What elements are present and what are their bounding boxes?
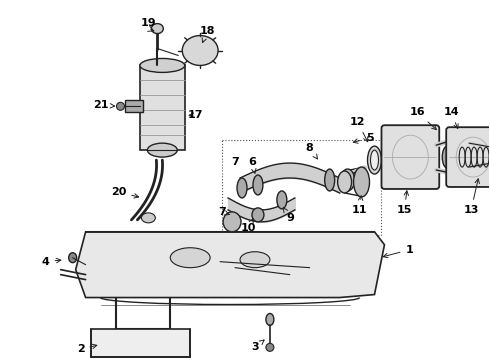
Bar — [91, 329, 190, 357]
Ellipse shape — [147, 143, 177, 157]
Polygon shape — [75, 232, 385, 298]
Bar — [141, 66, 185, 150]
Text: 2: 2 — [77, 344, 97, 354]
Text: 3: 3 — [251, 340, 264, 352]
Ellipse shape — [151, 24, 163, 33]
Ellipse shape — [237, 178, 247, 198]
Ellipse shape — [171, 248, 210, 268]
Text: 10: 10 — [240, 219, 256, 233]
FancyBboxPatch shape — [446, 127, 490, 187]
Ellipse shape — [240, 252, 270, 268]
Ellipse shape — [69, 253, 76, 263]
Ellipse shape — [277, 191, 287, 209]
Text: 19: 19 — [141, 18, 156, 28]
Ellipse shape — [354, 167, 369, 197]
Ellipse shape — [182, 36, 218, 66]
Text: 16: 16 — [410, 107, 437, 130]
Text: 18: 18 — [199, 26, 215, 42]
Ellipse shape — [252, 208, 264, 222]
Text: 7: 7 — [218, 207, 229, 217]
Text: 5: 5 — [353, 133, 373, 143]
Bar — [125, 100, 144, 112]
Ellipse shape — [370, 150, 378, 170]
Ellipse shape — [117, 102, 124, 110]
Text: 15: 15 — [397, 191, 412, 215]
Text: 11: 11 — [352, 196, 368, 215]
Text: 9: 9 — [283, 208, 294, 223]
Bar — [222, 140, 382, 235]
Text: 4: 4 — [42, 257, 61, 267]
Text: 21: 21 — [93, 100, 115, 110]
Text: 6: 6 — [248, 157, 256, 173]
Ellipse shape — [442, 146, 452, 168]
Text: 1: 1 — [383, 245, 413, 258]
Ellipse shape — [266, 343, 274, 351]
Ellipse shape — [341, 169, 355, 191]
Ellipse shape — [368, 146, 382, 174]
Text: 20: 20 — [111, 187, 139, 198]
Ellipse shape — [338, 171, 352, 193]
Text: 7: 7 — [231, 157, 239, 167]
FancyBboxPatch shape — [382, 125, 439, 189]
Text: 12: 12 — [350, 117, 368, 142]
Ellipse shape — [223, 212, 241, 232]
Ellipse shape — [325, 169, 335, 191]
Text: 17: 17 — [188, 110, 203, 120]
Ellipse shape — [142, 213, 155, 223]
Text: 14: 14 — [443, 107, 459, 129]
Ellipse shape — [140, 58, 185, 72]
Ellipse shape — [253, 175, 263, 195]
Ellipse shape — [266, 314, 274, 325]
Text: 8: 8 — [306, 143, 318, 159]
Text: 13: 13 — [464, 179, 479, 215]
